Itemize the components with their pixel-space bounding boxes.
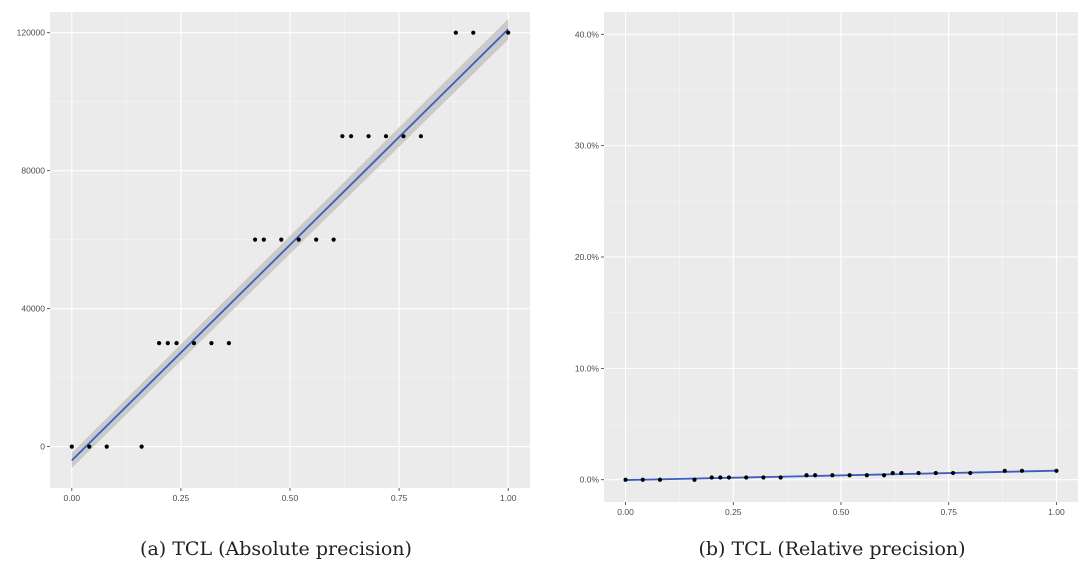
data-point	[744, 475, 749, 480]
data-point	[261, 237, 266, 242]
data-point	[864, 473, 869, 478]
data-point	[209, 341, 214, 346]
data-point	[331, 237, 336, 242]
y-tick-label: 10.0%	[575, 363, 600, 373]
data-point	[348, 134, 354, 139]
data-point	[174, 341, 179, 346]
data-point	[718, 475, 723, 480]
data-point	[191, 341, 197, 346]
data-point	[813, 473, 818, 478]
data-point	[1002, 468, 1007, 473]
x-tick-label: 0.00	[617, 507, 634, 517]
data-point	[226, 341, 232, 346]
data-point	[830, 473, 835, 478]
data-point	[804, 473, 809, 478]
data-point	[340, 134, 345, 139]
data-point	[471, 30, 476, 35]
data-point	[314, 237, 319, 242]
x-tick-label: 1.00	[500, 493, 517, 503]
data-point	[453, 30, 458, 35]
data-point	[1054, 468, 1059, 473]
data-point	[692, 477, 697, 482]
data-point	[778, 475, 783, 480]
y-tick-label: 30.0%	[575, 141, 600, 151]
data-point	[968, 470, 973, 476]
y-tick-label: 80000	[21, 166, 45, 176]
data-point	[709, 475, 714, 480]
data-point	[418, 134, 424, 139]
data-point	[156, 341, 162, 346]
data-point	[623, 477, 628, 482]
x-tick-label: 0.75	[391, 493, 408, 503]
fit-line	[71, 28, 509, 462]
data-point	[761, 475, 766, 480]
y-tick-label: 0	[40, 442, 45, 452]
y-tick-label: 40.0%	[575, 29, 600, 39]
data-point	[296, 237, 301, 242]
x-tick-label: 0.25	[725, 507, 742, 517]
x-tick-label: 0.25	[173, 493, 190, 503]
y-tick-label: 40000	[21, 304, 45, 314]
data-point	[139, 444, 144, 449]
data-point	[881, 473, 887, 478]
data-point	[916, 470, 921, 476]
data-point	[87, 444, 92, 449]
y-tick-label: 20.0%	[575, 252, 600, 262]
confidence-band	[71, 18, 509, 468]
data-point	[165, 341, 170, 346]
data-point	[726, 475, 732, 480]
data-point	[899, 470, 904, 476]
caption-absolute-precision: (a) TCL (Absolute precision)	[140, 538, 412, 560]
data-point	[1019, 468, 1025, 473]
chart-panel-absolute-precision: 0 40000 80000 120000 0.00 0.25 0.50 0.75 1.00	[17, 12, 530, 503]
data-point	[69, 444, 74, 449]
data-point	[847, 473, 852, 478]
data-point	[506, 30, 511, 35]
data-point	[252, 237, 258, 242]
y-tick-label: 120000	[17, 28, 46, 38]
x-tick-label: 0.75	[940, 507, 957, 517]
data-point	[933, 470, 938, 476]
data-point	[640, 477, 645, 482]
fit-line	[625, 469, 1057, 481]
x-tick-label: 1.00	[1048, 507, 1065, 517]
x-tick-label: 0.00	[64, 493, 81, 503]
y-tick-label: 0.0%	[580, 475, 600, 485]
data-point	[890, 470, 895, 476]
data-point	[383, 134, 389, 139]
data-point	[366, 134, 371, 139]
x-tick-label: 0.50	[833, 507, 850, 517]
caption-relative-precision: (b) TCL (Relative precision)	[698, 538, 966, 560]
data-point	[950, 470, 956, 476]
data-point	[401, 134, 406, 139]
chart-panel-relative-precision: 0.0% 10.0% 20.0% 30.0% 40.0% 0.00 0.25 0.50 0.75…	[575, 12, 1078, 517]
data-point	[657, 477, 663, 482]
data-point	[104, 444, 109, 449]
data-point	[279, 237, 284, 242]
x-tick-label: 0.50	[282, 493, 299, 503]
